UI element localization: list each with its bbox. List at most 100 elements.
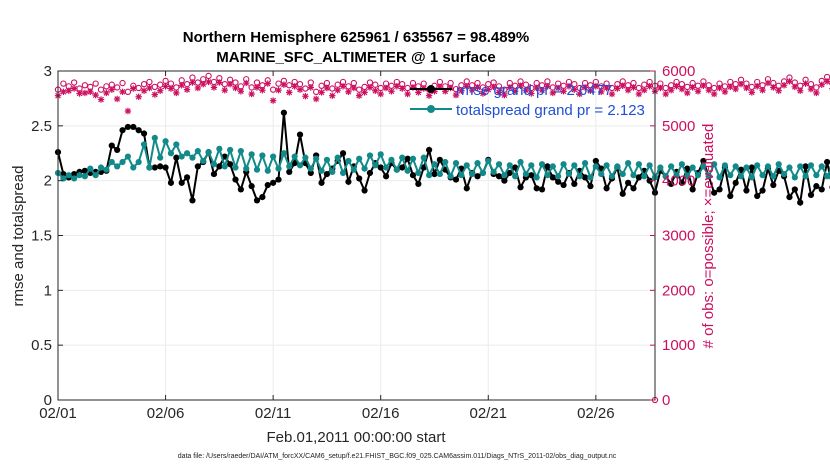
- totalspread-point: [162, 138, 169, 145]
- totalspread-point: [598, 170, 605, 178]
- totalspread-point: [119, 158, 126, 166]
- rmse-point: [700, 157, 707, 165]
- totalspread-point: [780, 170, 788, 178]
- rmse-point: [286, 168, 293, 175]
- rmse-point: [232, 176, 239, 183]
- totalspread-point: [377, 151, 384, 158]
- obs-possible-marker: [103, 83, 110, 90]
- totalspread-point: [404, 167, 411, 174]
- totalspread-point: [366, 152, 374, 159]
- totalspread-point: [372, 162, 379, 169]
- totalspread-point: [818, 163, 825, 170]
- obs-evaluated-marker: [657, 84, 664, 92]
- obs-evaluated-marker: [646, 83, 653, 90]
- rmse-point: [474, 173, 481, 180]
- rmse-point: [813, 183, 820, 190]
- totalspread-point: [587, 174, 594, 181]
- totalspread-point: [764, 163, 772, 170]
- totalspread-point: [641, 173, 648, 180]
- totalspread-point: [114, 163, 121, 170]
- totalspread-point: [361, 165, 368, 172]
- rmse-point: [140, 130, 148, 137]
- totalspread-point: [684, 173, 691, 180]
- obs-evaluated-marker: [452, 91, 460, 99]
- obs-evaluated-marker: [624, 86, 632, 94]
- obs-evaluated-marker: [737, 80, 745, 88]
- totalspread-point: [775, 161, 782, 168]
- totalspread-point: [797, 163, 804, 170]
- totalspread-point: [200, 157, 207, 165]
- rmse-point: [802, 163, 809, 170]
- rmse-point: [732, 179, 739, 186]
- totalspread-point: [178, 153, 185, 160]
- totalspread-point: [388, 156, 395, 163]
- totalspread-point: [318, 167, 325, 174]
- rmse-point: [571, 180, 578, 188]
- rmse-point: [415, 180, 422, 188]
- totalspread-point: [270, 153, 277, 160]
- totalspread-point: [124, 153, 132, 160]
- totalspread-point: [474, 160, 481, 167]
- obs-evaluated-marker: [103, 89, 110, 97]
- totalspread-point: [350, 166, 357, 173]
- obs-evaluated-marker: [716, 84, 723, 92]
- totalspread-point: [130, 164, 137, 171]
- rmse-point: [646, 177, 653, 184]
- obs-evaluated-marker: [210, 84, 218, 91]
- obs-evaluated-marker: [259, 86, 266, 94]
- obs-evaluated-marker: [522, 86, 530, 94]
- obs-evaluated-marker: [748, 89, 756, 96]
- obs-possible-marker: [748, 83, 755, 91]
- totalspread-point: [216, 145, 223, 152]
- rmse-point: [689, 186, 696, 193]
- totalspread-point: [210, 161, 218, 168]
- obs-evaluated-marker: [372, 87, 379, 94]
- totalspread-point: [565, 170, 573, 178]
- obs-evaluated-marker: [458, 87, 465, 94]
- totalspread-point: [603, 162, 610, 169]
- totalspread-point: [737, 173, 745, 180]
- totalspread-point: [824, 173, 830, 180]
- legend-rmse-marker: [427, 85, 435, 93]
- obs-evaluated-marker: [345, 88, 352, 96]
- obs-evaluated-marker: [791, 83, 799, 91]
- y-left-tick-label: 0: [44, 392, 52, 409]
- totalspread-point: [436, 170, 443, 178]
- totalspread-point: [307, 165, 314, 172]
- rmse-point: [339, 150, 347, 157]
- rmse-point: [678, 179, 685, 186]
- obs-evaluated-marker: [275, 86, 282, 94]
- obs-evaluated-marker: [630, 84, 637, 91]
- totalspread-point: [356, 155, 363, 162]
- obs-evaluated-marker: [318, 89, 325, 96]
- obs-evaluated-marker: [162, 83, 169, 90]
- obs-evaluated-marker: [302, 93, 309, 100]
- rmse-point: [167, 179, 175, 186]
- obs-evaluated-marker: [678, 85, 686, 93]
- obs-evaluated-marker: [823, 78, 830, 85]
- rmse-point: [818, 186, 825, 193]
- totalspread-point: [323, 156, 331, 163]
- obs-evaluated-marker: [662, 90, 669, 98]
- obs-evaluated-marker: [619, 82, 626, 90]
- obs-evaluated-marker: [399, 85, 406, 92]
- rmse-point: [210, 170, 218, 178]
- x-tick-label: 02/06: [147, 405, 185, 422]
- totalspread-point: [673, 172, 680, 179]
- rmse-point: [759, 187, 766, 194]
- totalspread-point: [194, 147, 201, 155]
- totalspread-point: [151, 134, 158, 141]
- rmse-point: [270, 179, 277, 186]
- rmse-point: [555, 178, 562, 185]
- obs-evaluated-marker: [189, 79, 196, 86]
- obs-evaluated-marker: [538, 86, 546, 94]
- totalspread-point: [345, 157, 352, 165]
- obs-possible-marker: [318, 82, 325, 89]
- obs-evaluated-marker: [447, 84, 454, 92]
- rmse-point: [377, 164, 384, 171]
- obs-evaluated-marker: [479, 90, 487, 97]
- obs-evaluated-marker: [581, 84, 589, 91]
- obs-evaluated-marker: [216, 79, 223, 86]
- totalspread-point: [167, 150, 175, 157]
- totalspread-point: [754, 162, 761, 169]
